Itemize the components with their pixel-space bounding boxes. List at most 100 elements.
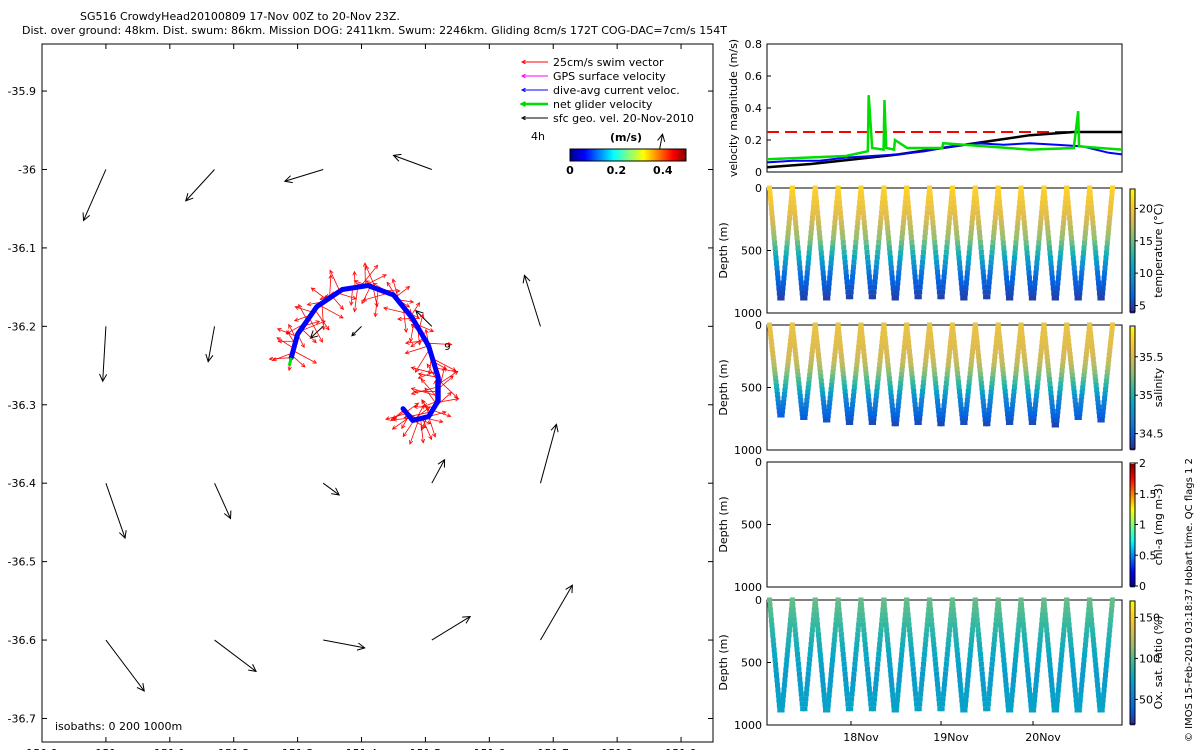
temperature-profile-point	[930, 225, 936, 231]
salinity-colorbar-cell	[1130, 438, 1135, 440]
temperature-profile-point	[1019, 195, 1025, 201]
temperature-profile-point	[991, 229, 997, 235]
temperature-profile-point	[940, 284, 946, 290]
salinity-profile-point	[1001, 380, 1007, 386]
salinity-profile-point	[1078, 398, 1084, 404]
oxygen-profile-point	[791, 612, 797, 618]
salinity-profile-point	[848, 415, 854, 421]
salinity-profile-point	[893, 421, 899, 427]
salinity-profile-point	[1087, 326, 1093, 332]
salinity-profile-point	[802, 410, 808, 416]
oxygen-profile-point	[894, 697, 900, 703]
salinity-colorbar-cell	[1130, 377, 1135, 379]
oxygen-profile-point	[860, 617, 866, 623]
temperature-profile-point	[934, 264, 940, 270]
oxygen-profile-point	[920, 661, 926, 667]
oxygen-profile-point	[925, 617, 931, 623]
temperature-colorbar-cell	[1130, 225, 1135, 227]
map-colorbar-cell	[575, 149, 577, 161]
oxygen-colorbar-cell	[1130, 663, 1135, 665]
temperature-profile-point	[840, 239, 846, 245]
salinity-profile-point	[934, 389, 940, 395]
salinity-profile-point	[902, 335, 908, 341]
map-colorbar-cell	[674, 149, 676, 161]
temperature-profile-point	[1011, 255, 1017, 261]
temperature-profile-point	[1060, 230, 1066, 236]
salinity-profile-point	[773, 375, 779, 381]
oxygen-profile-point	[976, 632, 982, 638]
temperature-profile-point	[905, 195, 911, 201]
temperature-colorbar-cell	[1130, 270, 1135, 272]
temperature-colorbar-cell	[1130, 210, 1135, 212]
temperature-profile-point	[1031, 295, 1037, 301]
oxygen-profile-point	[1012, 662, 1018, 668]
oxygen-profile-point	[1041, 597, 1047, 603]
oxygen-profile-point	[1109, 602, 1115, 608]
temperature-profile-point	[1050, 285, 1056, 291]
temperature-profile-point	[1081, 245, 1087, 251]
chla-colorbar-cell	[1130, 555, 1135, 557]
oxygen-profile-point	[842, 671, 848, 677]
swim-vector-arrow	[294, 305, 314, 313]
oxygen-profile-point	[817, 647, 823, 653]
oxygen-colorbar-cell	[1130, 615, 1135, 617]
salinity-profile-point	[965, 393, 971, 399]
temperature-profile-point	[844, 284, 850, 290]
salinity-profile-point	[864, 375, 870, 381]
chla-colorbar-cell	[1130, 522, 1135, 524]
oxygen-profile-point	[913, 696, 919, 702]
temperature-ytick-label: 0	[755, 182, 762, 195]
oxygen-colorbar-cell	[1130, 623, 1135, 625]
salinity-profile-point	[990, 367, 996, 373]
oxygen-profile-point	[919, 681, 925, 687]
temperature-colorbar-cell	[1130, 205, 1135, 207]
salinity-profile-point	[1095, 395, 1101, 401]
salinity-colorbar-cell	[1130, 382, 1135, 384]
temperature-colorbar-cell	[1130, 281, 1135, 283]
salinity-profile-point	[1080, 381, 1086, 387]
oxygen-profile-point	[864, 661, 870, 667]
salinity-profile-point	[1002, 384, 1008, 390]
temperature-colorbar-cell	[1130, 222, 1135, 224]
temperature-profile-point	[1088, 195, 1094, 201]
oxygen-profile-point	[1106, 632, 1112, 638]
salinity-colorbar-cell	[1130, 368, 1135, 370]
salinity-colorbar-cell	[1130, 410, 1135, 412]
temperature-profile-point	[1059, 235, 1065, 241]
salinity-profile-point	[1051, 417, 1057, 423]
swim-vector-arrow-shaft	[276, 337, 294, 349]
oxygen-profile-point	[950, 602, 956, 608]
temperature-colorbar-cell	[1130, 218, 1135, 220]
oxygen-colorbar-cell	[1130, 712, 1135, 714]
salinity-profile-point	[1091, 365, 1097, 371]
oxygen-profile-point	[1065, 612, 1071, 618]
geo-velocity-arrow	[431, 458, 446, 484]
oxygen-profile-point	[1089, 622, 1095, 628]
temperature-profile-point	[962, 295, 968, 301]
chla-colorbar-cell	[1130, 528, 1135, 530]
chla-colorbar-cell	[1130, 477, 1135, 479]
temperature-profile-point	[851, 254, 857, 260]
oxygen-profile-point	[900, 632, 906, 638]
oxygen-colorbar-cell	[1130, 682, 1135, 684]
temperature-profile-point	[879, 205, 885, 211]
temperature-profile-point	[929, 210, 935, 216]
temperature-profile-point	[989, 254, 995, 260]
oxygen-profile-point	[997, 617, 1003, 623]
temperature-profile-point	[786, 220, 792, 226]
temperature-profile-point	[826, 280, 832, 286]
salinity-profile-point	[1021, 349, 1027, 355]
temperature-profile-point	[841, 249, 847, 255]
oxygen-profile-point	[916, 706, 922, 712]
oxygen-profile-point	[887, 667, 893, 673]
salinity-profile-point	[838, 353, 844, 359]
salinity-colorbar-cell	[1130, 334, 1135, 336]
temperature-profile-point	[839, 225, 845, 231]
map-colorbar-cell	[641, 149, 643, 161]
geo-velocity-arrow-head	[522, 274, 531, 284]
chla-colorbar-cell	[1130, 475, 1135, 477]
oxygen-profile-point	[885, 642, 891, 648]
salinity-profile-point	[883, 344, 889, 350]
temperature-profile-point	[925, 200, 931, 206]
temperature-profile-point	[857, 200, 863, 206]
